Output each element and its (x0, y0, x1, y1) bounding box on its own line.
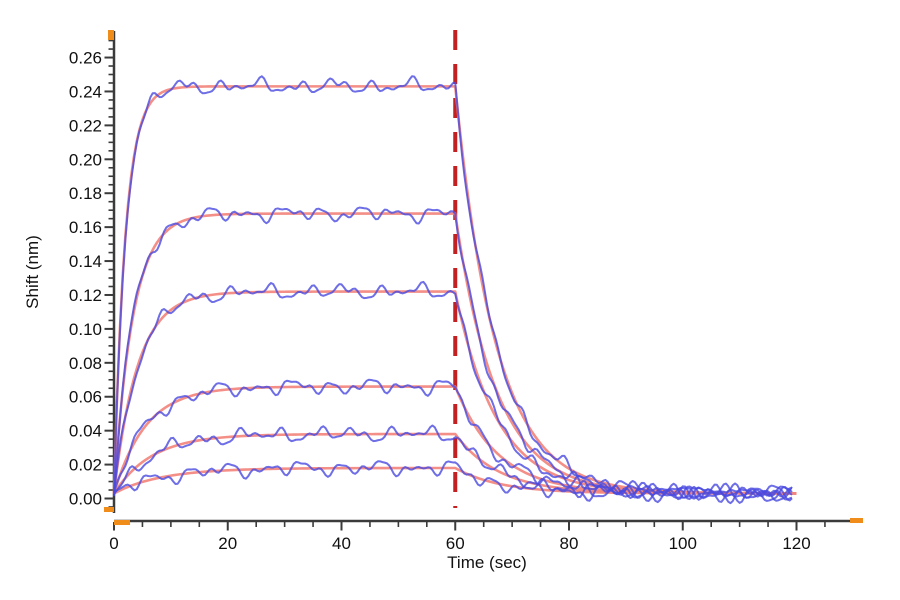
axis-end-markers-layer (104, 30, 863, 525)
x-axis-right-end-marker (850, 518, 863, 523)
y-tick-label: 0.16 (69, 218, 102, 237)
data-curve-5 (113, 424, 793, 501)
y-tick-label: 0.12 (69, 286, 102, 305)
y-tick-label: 0.08 (69, 354, 102, 373)
x-tick-label: 60 (446, 534, 465, 553)
x-tick-label: 40 (332, 534, 351, 553)
data-curves-layer (113, 75, 793, 505)
x-tick-label: 20 (218, 534, 237, 553)
y-tick-label: 0.00 (69, 490, 102, 509)
y-tick-label: 0.20 (69, 150, 102, 169)
y-axis-top-end-marker (108, 30, 114, 40)
data-curve-3 (113, 280, 793, 502)
data-curve-6 (113, 460, 793, 504)
x-tick-label: 100 (669, 534, 697, 553)
x-tick-label: 80 (560, 534, 579, 553)
y-axis-bottom-end-marker (104, 507, 114, 512)
x-tick-label: 120 (782, 534, 810, 553)
y-tick-label: 0.04 (69, 422, 102, 441)
x-axis-title: Time (sec) (447, 553, 527, 572)
x-axis-left-end-marker (114, 520, 130, 525)
x-tick-label: 0 (109, 534, 118, 553)
y-tick-label: 0.24 (69, 82, 102, 101)
y-tick-label: 0.14 (69, 252, 102, 271)
data-curve-4 (113, 378, 793, 505)
y-tick-label: 0.22 (69, 116, 102, 135)
y-tick-label: 0.18 (69, 184, 102, 203)
y-tick-label: 0.26 (69, 49, 102, 68)
data-curve-2 (113, 206, 793, 503)
y-tick-label: 0.02 (69, 456, 102, 475)
y-tick-label: 0.10 (69, 320, 102, 339)
y-axis-title: Shift (nm) (23, 235, 42, 309)
axes-layer: 0.00 0.02 0.04 0.06 0.08 0.10 0.12 0.14 0.16 0.18… (69, 31, 851, 553)
y-tick-label: 0.06 (69, 388, 102, 407)
